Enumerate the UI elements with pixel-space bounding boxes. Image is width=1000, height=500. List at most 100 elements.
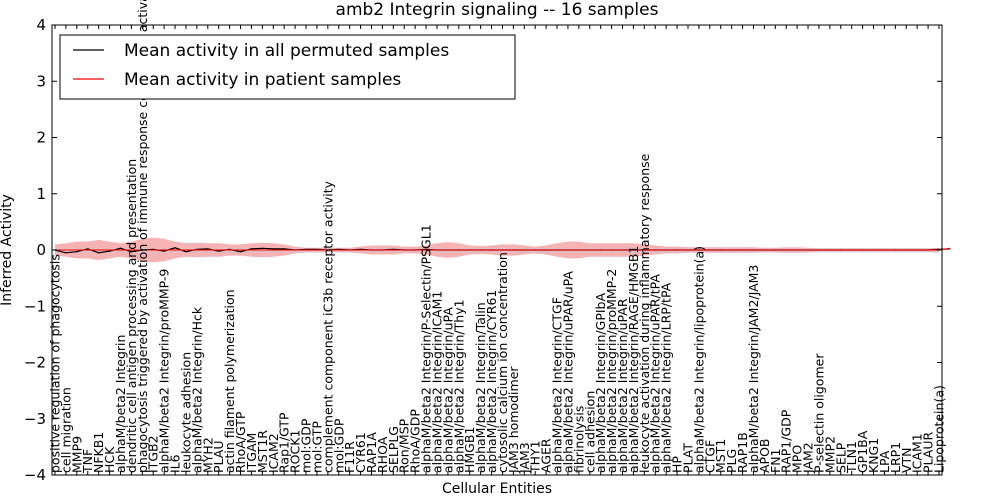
x-tick-label-15: PLAU xyxy=(211,441,226,474)
x-tick-label-9: ITGB2 xyxy=(146,435,161,473)
x-tick-label-78: VTN xyxy=(899,447,914,473)
patient-point-18 xyxy=(250,249,253,251)
patient-point-32 xyxy=(403,249,405,251)
patient-point-21 xyxy=(283,249,285,251)
patient-point-73 xyxy=(851,249,853,251)
patient-point-79 xyxy=(916,249,918,251)
patient-point-50 xyxy=(600,249,602,251)
permuted-point-17 xyxy=(239,251,242,253)
x-tick-label-57: HP xyxy=(670,456,685,473)
x-tick-label-74: GP1BA xyxy=(855,430,870,473)
x-tick-label-32: Ron/MSP xyxy=(397,418,412,473)
patient-point-19 xyxy=(261,249,263,251)
patient-point-66 xyxy=(774,249,776,251)
patient-point-72 xyxy=(840,249,842,251)
x-tick-label-7: dendritic cell antigen processing and pr… xyxy=(124,159,139,473)
y-tick-label-2: −2 xyxy=(24,354,46,372)
patient-point-38 xyxy=(469,249,471,251)
patient-point-5 xyxy=(108,249,111,251)
patient-point-76 xyxy=(883,249,886,251)
patient-point-33 xyxy=(414,249,416,251)
x-tick-label-65: APOB xyxy=(757,438,772,473)
x-tick-label-1: cell migration xyxy=(58,387,73,473)
patient-point-55 xyxy=(654,249,656,251)
x-tick-label-45: AGER xyxy=(539,438,554,473)
y-tick-label-6: 2 xyxy=(36,129,46,147)
x-tick-label-11: IL6 xyxy=(168,454,183,473)
patient-point-35 xyxy=(436,249,438,251)
x-tick-label-48: fibrinolysis xyxy=(571,406,586,473)
x-tick-label-6: alphaM/beta2 Integrin xyxy=(113,335,128,473)
patient-point-26 xyxy=(338,249,340,251)
x-tick-label-73: TLN1 xyxy=(844,441,859,474)
x-tick-label-64: alphaM/beta2 Integrin/JAM2/JAM3 xyxy=(746,265,761,473)
x-tick-label-46: alphaM/beta2 Integrin/CTGF xyxy=(550,297,565,473)
x-tick-label-30: RHOA xyxy=(375,436,390,473)
x-tick-label-52: alphaM/beta2 Integrin/uPAR xyxy=(615,298,630,473)
patient-point-14 xyxy=(207,249,209,251)
y-tick-label-4: 0 xyxy=(36,241,46,259)
patient-point-48 xyxy=(578,249,580,251)
patient-point-68 xyxy=(796,249,798,251)
patient-point-3 xyxy=(87,249,89,251)
legend: Mean activity in all permuted samples Me… xyxy=(59,34,516,100)
y-tick-label-5: 1 xyxy=(36,185,46,203)
permuted-point-4 xyxy=(98,252,100,254)
x-tick-label-43: JAM3 xyxy=(517,442,532,474)
patient-point-25 xyxy=(327,249,329,251)
x-tick-label-63: RAP1B xyxy=(735,432,750,473)
y-tick-label-7: 3 xyxy=(36,72,46,90)
x-tick-label-16: actin filament polymerization xyxy=(222,289,237,473)
patient-point-22 xyxy=(294,249,296,251)
patient-point-36 xyxy=(447,249,449,251)
patient-point-28 xyxy=(359,249,362,251)
x-tick-label-36: alphaM/beta2 Integrin/uPA xyxy=(440,307,455,473)
x-tick-label-76: LPA xyxy=(877,450,892,473)
x-tick-label-25: complement component iC3b receptor activ… xyxy=(320,180,335,473)
x-tick-label-60: CTGF xyxy=(702,440,717,473)
x-tick-label-23: mol:GDP xyxy=(299,418,314,473)
x-tick-label-80: PLAUR xyxy=(921,432,936,473)
patient-point-42 xyxy=(512,249,514,251)
x-tick-label-20: ICAM2 xyxy=(266,433,281,473)
legend-box xyxy=(59,34,516,100)
patient-point-29 xyxy=(370,249,373,251)
x-tick-label-67: RAP1/GDP xyxy=(779,409,794,473)
x-tick-label-19: MST1R xyxy=(255,430,270,473)
permuted-point-7 xyxy=(130,251,132,253)
patient-point-1 xyxy=(65,249,67,251)
patient-point-23 xyxy=(305,249,307,251)
patient-point-64 xyxy=(752,249,755,251)
x-tick-label-2: MMP9 xyxy=(69,436,84,473)
patient-point-43 xyxy=(523,249,525,251)
patient-point-75 xyxy=(872,249,875,251)
x-tick-label-69: JAM2 xyxy=(801,442,816,474)
patient-point-30 xyxy=(381,249,384,251)
x-tick-label-79: ICAM1 xyxy=(910,433,925,473)
patient-point-40 xyxy=(490,249,493,251)
x-tick-label-41: cytosolic calcium ion concentration xyxy=(495,252,510,473)
x-tick-label-61: MST1 xyxy=(713,439,728,473)
y-tick-label-0: −4 xyxy=(24,466,46,484)
patient-point-65 xyxy=(763,249,765,251)
patient-point-39 xyxy=(480,249,482,251)
x-tick-label-40: alphaM/beta2 Integrin/CYR61 xyxy=(484,290,499,473)
x-tick-label-31: SELPLG xyxy=(386,426,401,473)
x-tick-label-53: alphaM/beta2 Integrin/RAGE/HMGB1 xyxy=(626,246,641,473)
permuted-point-3 xyxy=(87,248,89,250)
patient-point-24 xyxy=(316,249,318,251)
patient-point-80 xyxy=(927,249,929,251)
patient-point-4 xyxy=(98,249,100,251)
x-tick-label-47: alphaM/beta2 Integrin/uPAR/uPA xyxy=(560,271,575,473)
x-tick-label-75: KNG1 xyxy=(866,438,881,473)
patient-point-70 xyxy=(818,249,820,251)
patient-point-57 xyxy=(676,249,678,251)
x-tick-label-72: SELP xyxy=(833,442,848,473)
x-tick-label-50: alphaM/beta2 Integrin/GPIbA xyxy=(593,293,608,473)
x-tick-label-29: RAP1A xyxy=(364,432,379,473)
y-tick-label-1: −3 xyxy=(24,410,46,428)
y-axis-label: Inferred Activity xyxy=(0,194,15,306)
x-tick-label-58: PLAT xyxy=(680,443,695,473)
x-tick-label-62: PLG xyxy=(724,449,739,473)
